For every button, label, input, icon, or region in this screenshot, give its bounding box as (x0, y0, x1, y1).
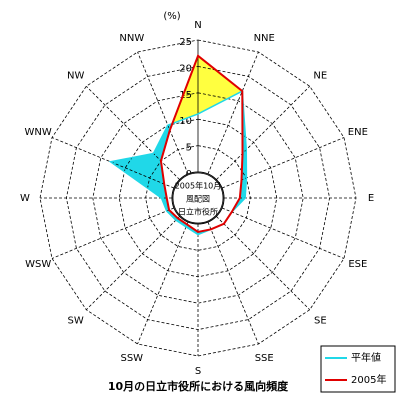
spoke (51, 207, 175, 259)
direction-label: ENE (348, 127, 368, 138)
grid-ring (145, 145, 251, 251)
direction-label: SSW (120, 353, 143, 364)
direction-label: NNE (254, 33, 275, 44)
direction-label: WSW (25, 259, 51, 270)
direction-label: SE (314, 315, 327, 326)
legend-label: 2005年 (351, 373, 386, 386)
direction-label: S (195, 366, 201, 377)
direction-label: WNW (25, 127, 52, 138)
direction-label: NW (67, 71, 84, 82)
center-disc (172, 172, 224, 224)
legend-label: 平年値 (351, 351, 381, 364)
direction-label: N (194, 20, 201, 31)
unit-label: (%) (163, 11, 180, 22)
r-tick-label: 10 (179, 116, 192, 127)
direction-label: SSE (255, 353, 274, 364)
spoke (85, 216, 180, 311)
grid-ring (39, 39, 357, 357)
spoke (207, 51, 259, 175)
direction-label: ESE (348, 259, 367, 270)
spoke (221, 207, 345, 259)
r-tick-label: 15 (179, 90, 192, 101)
spoke (216, 216, 311, 311)
spoke (207, 221, 259, 345)
series-line (159, 54, 244, 233)
spoke (85, 85, 180, 180)
direction-label: SW (68, 315, 84, 326)
r-tick-label: 20 (179, 63, 192, 74)
direction-label: NE (313, 71, 327, 82)
grid-ring (92, 92, 304, 304)
r-tick-label: 25 (179, 37, 192, 48)
r-tick-label: 5 (186, 143, 192, 154)
direction-label: E (368, 193, 374, 204)
center-label: 風配図 (186, 195, 210, 204)
direction-label: W (20, 193, 30, 204)
center-label: 日立市役所 (178, 207, 218, 217)
legend-box (320, 345, 396, 393)
spoke (137, 221, 189, 345)
direction-label: NNW (119, 33, 144, 44)
spoke (216, 85, 311, 180)
center-label: 2005年10月 (175, 181, 222, 191)
series-line (108, 89, 248, 236)
spoke (137, 51, 189, 175)
chart-title: 10月の日立市役所における風向頻度 (108, 379, 289, 393)
